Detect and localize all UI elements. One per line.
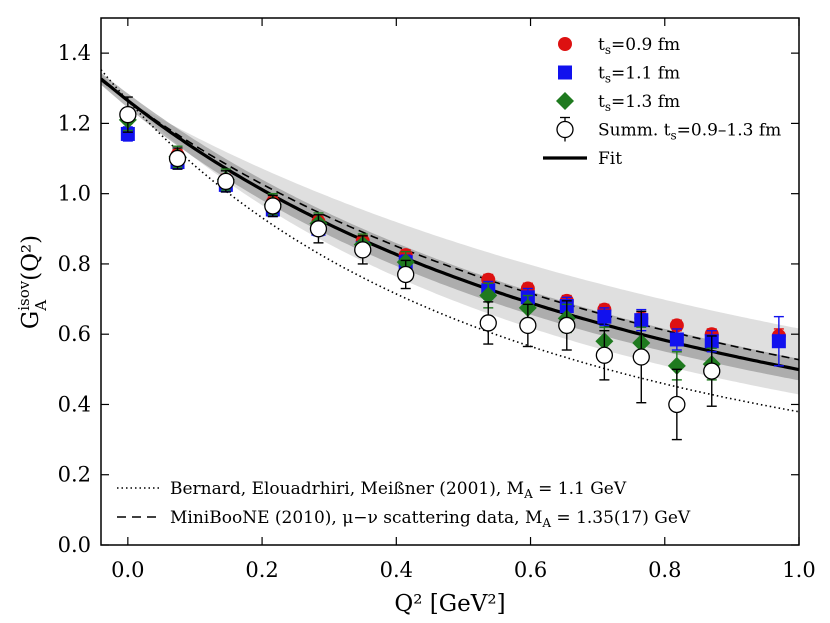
y-axis-title-sub: A [32,300,50,312]
data-point [354,241,372,259]
y-tick-label: 0.2 [58,463,91,487]
data-point [217,172,235,191]
data-point [667,356,686,375]
uncertainty-bands [101,72,799,395]
data-point [397,265,415,284]
legend-marker [558,37,572,51]
data-point [668,395,686,414]
x-axis-title: Q² [GeV²] [394,591,505,617]
y-tick-label: 1.2 [58,111,91,135]
y-axis-title: GisovA (Q²) [15,235,50,329]
y-tick-label: 1.4 [58,41,91,65]
legend-label-fit: Fit [598,149,622,169]
x-tick-label: 0.0 [111,558,144,582]
legend-marker [556,92,574,110]
data-point [771,334,786,349]
data-points [118,96,786,441]
data-point [119,105,137,124]
x-tick-label: 1.0 [782,558,815,582]
data-point [479,286,498,305]
data-point [632,348,650,366]
data-point [558,316,576,335]
legend-label-summ: Summ. ts=0.9–1.3 fm [598,121,781,143]
bottom-legend: Bernard, Elouadrhiri, Meißner (2001), MA… [117,479,691,530]
y-tick-label: 0.6 [58,322,91,346]
data-point [703,362,721,380]
y-tick-label: 0.8 [58,252,91,276]
data-point [168,149,187,168]
axis-ticks: 0.0 0.2 0.4 0.6 0.8 1.0 0.0 0.2 0.4 0.6 0.8 1.0 1.2 1… [58,18,816,582]
fit-band [101,72,799,381]
miniboone-band [101,73,799,395]
data-point [309,220,328,238]
legend: ts=0.9 fm ts=1.1 fm ts=1.3 fm Summ. ts=0.9–… [543,35,781,169]
data-point [264,197,282,215]
x-tick-label: 0.8 [648,558,681,582]
series-3 [119,96,721,441]
x-tick-label: 0.6 [514,558,547,582]
data-point [669,332,684,347]
y-tick-label: 0.0 [58,533,91,557]
data-point [597,309,612,324]
y-axis-title-main: G [18,311,44,329]
data-point [479,314,497,332]
data-point [595,346,614,364]
data-point [519,316,537,335]
y-tick-label: 0.4 [58,392,91,416]
legend-label-ts09: ts=0.9 fm [598,35,680,57]
y-tick-label: 1.0 [58,182,91,206]
legend-marker [558,65,572,80]
legend-label-ts11: ts=1.1 fm [598,64,680,86]
legend-label-ts13: ts=1.3 fm [598,92,680,114]
bottom-legend-label-miniboone: MiniBooNE (2010), μ−ν scattering data, M… [170,508,691,530]
legend-marker [556,120,574,139]
y-axis-title-super: isov [15,280,33,311]
bernard-curve [101,69,799,413]
bottom-legend-label-bernard: Bernard, Elouadrhiri, Meißner (2001), MA… [170,479,627,501]
x-tick-label: 0.4 [380,558,413,582]
y-axis-title-tail: (Q²) [18,235,44,281]
x-tick-label: 0.2 [245,558,278,582]
plot-frame [100,17,800,546]
